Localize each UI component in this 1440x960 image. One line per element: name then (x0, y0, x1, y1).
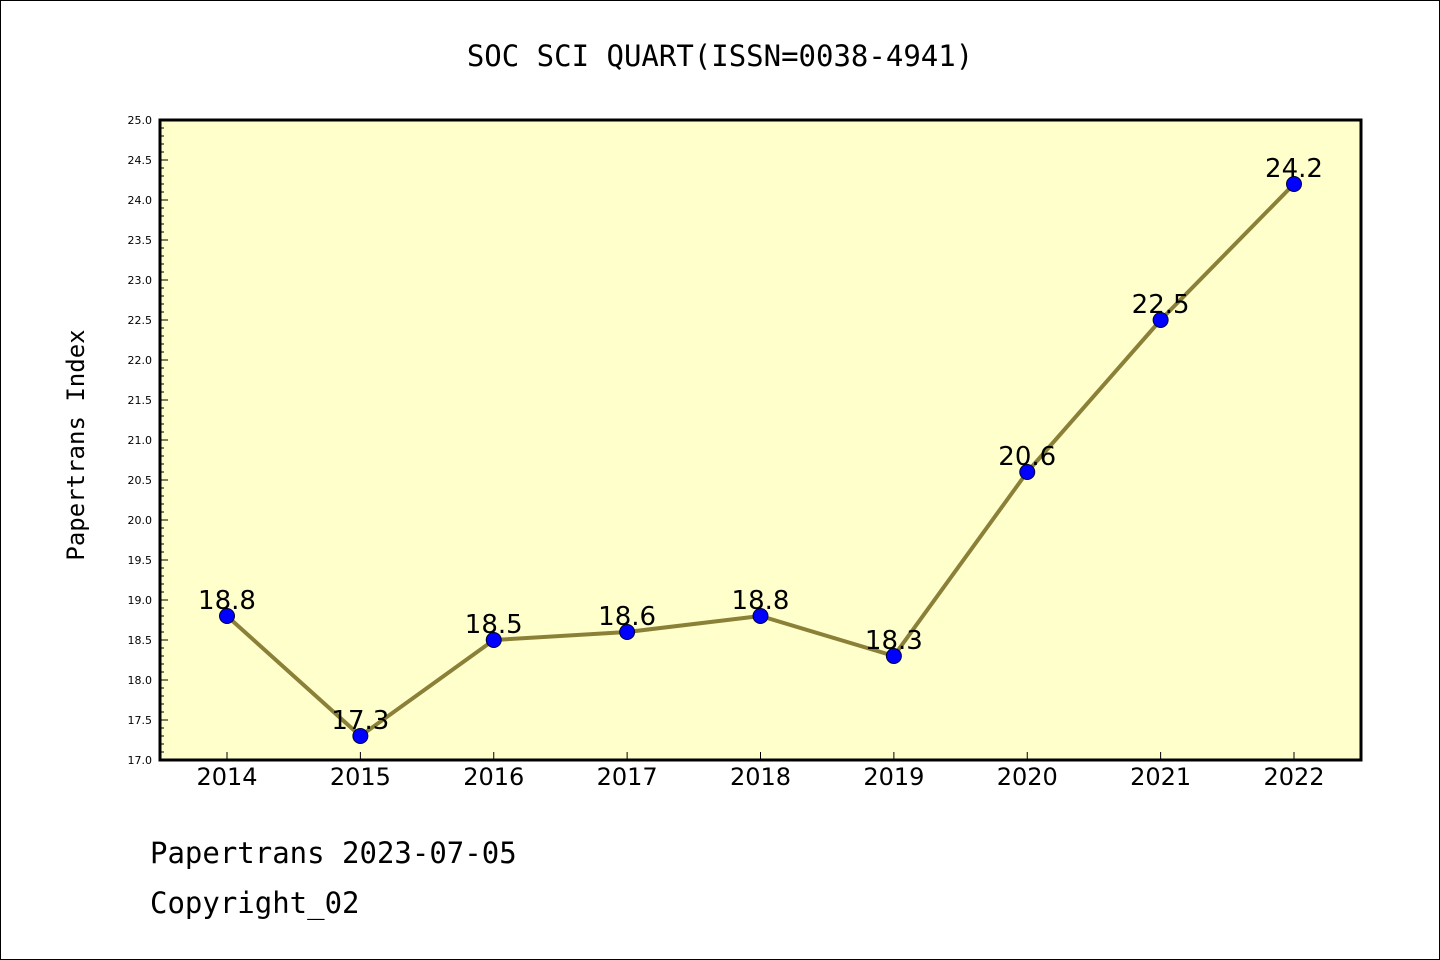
data-point (1152, 312, 1169, 328)
data-point (1286, 176, 1302, 192)
y-tick-label: 21.5 (128, 394, 153, 407)
y-tick-label: 17.5 (128, 714, 153, 727)
plot-area (160, 120, 1361, 760)
data-labels-group: 18.8 17.3 18.5 18.6 18.8 18.3 20.6 22.5 24.2 (198, 154, 1323, 736)
y-tick-label: 23.5 (128, 234, 153, 247)
data-label: 24.2 (1265, 154, 1323, 184)
series-line-group (219, 176, 1302, 744)
y-tick-label: 24.0 (128, 194, 153, 207)
y-tick-label: 22.5 (128, 314, 153, 327)
data-point (219, 608, 235, 624)
y-tick-label: 20.5 (128, 474, 153, 487)
data-label: 20.6 (998, 442, 1056, 472)
x-tick-label: 2022 (1263, 763, 1324, 791)
data-point (352, 728, 369, 744)
data-label: 18.8 (732, 586, 790, 616)
chart-title: SOC SCI QUART(ISSN=0038-4941) (467, 39, 973, 73)
x-tick-label: 2015 (330, 763, 391, 791)
y-tick-label: 18.0 (128, 674, 153, 687)
footer-date-line: Papertrans 2023-07-05 (150, 836, 517, 870)
y-tick-label: 24.5 (128, 154, 153, 167)
data-point (885, 648, 902, 664)
x-tick-label: 2019 (863, 763, 924, 791)
x-tick-label: 2020 (997, 763, 1058, 791)
y-tick-label: 19.5 (128, 554, 153, 567)
y-tick-label: 17.0 (128, 754, 153, 767)
data-point (619, 624, 636, 640)
data-point (485, 632, 502, 648)
footer-copyright-line: Copyright_02 (150, 886, 360, 920)
y-axis-label: Papertrans Index (62, 329, 90, 560)
y-tick-label: 22.0 (128, 354, 153, 367)
x-tick-label: 2017 (597, 763, 658, 791)
data-point (752, 608, 769, 624)
plot-border (158, 118, 1363, 762)
y-tick-label: 18.5 (128, 634, 153, 647)
y-axis-ticks: 17.0 17.5 18.0 18.5 19.0 19.5 20.0 20.5 21.0 21.5… (128, 114, 168, 767)
data-label: 18.3 (865, 626, 923, 656)
data-label: 18.5 (465, 610, 523, 640)
y-tick-label: 23.0 (128, 274, 153, 287)
y-tick-label: 20.0 (128, 514, 153, 527)
data-label: 18.8 (198, 586, 256, 616)
x-tick-label: 2014 (196, 763, 257, 791)
y-tick-label: 19.0 (128, 594, 153, 607)
data-label: 22.5 (1132, 290, 1190, 320)
data-label: 18.6 (598, 602, 656, 632)
x-tick-label: 2021 (1130, 763, 1191, 791)
x-tick-label: 2016 (463, 763, 524, 791)
data-point (1019, 464, 1036, 480)
y-tick-label: 25.0 (128, 114, 153, 127)
data-label: 17.3 (331, 706, 389, 736)
x-tick-label: 2018 (730, 763, 791, 791)
y-tick-label: 21.0 (128, 434, 153, 447)
